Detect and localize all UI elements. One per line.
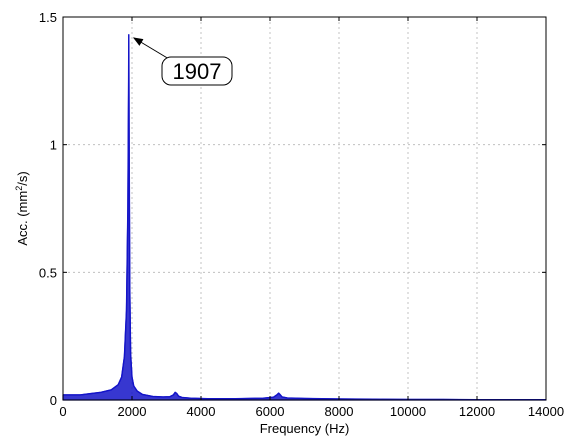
x-tick-label: 0 bbox=[59, 404, 66, 419]
y-axis-label-tail: /s) bbox=[15, 171, 30, 185]
x-tick-label: 12000 bbox=[459, 404, 495, 419]
y-axis-label-superscript: 2 bbox=[14, 186, 24, 191]
tick-marks bbox=[62, 16, 547, 401]
x-tick-label: 8000 bbox=[325, 404, 354, 419]
y-tick-labels: 0 0.5 1 1.5 bbox=[39, 10, 57, 408]
y-tick-label: 0 bbox=[50, 393, 57, 408]
y-axis-label: Acc. (mm2/s) bbox=[14, 171, 30, 245]
y-tick-label: 1 bbox=[50, 138, 57, 153]
plot-area bbox=[62, 34, 547, 401]
annotation-arrow bbox=[132, 37, 170, 60]
annotation-label: 1907 bbox=[173, 59, 222, 84]
y-axis-label-main: Acc. (mm bbox=[15, 191, 30, 246]
axes-box bbox=[62, 16, 547, 401]
x-tick-label: 14000 bbox=[528, 404, 564, 419]
series-area bbox=[62, 34, 547, 401]
y-tick-label: 0.5 bbox=[39, 265, 57, 280]
gridlines bbox=[63, 17, 546, 400]
x-tick-labels: 0 2000 4000 6000 8000 10000 12000 14000 bbox=[59, 404, 564, 419]
x-tick-label: 6000 bbox=[256, 404, 285, 419]
x-tick-label: 4000 bbox=[187, 404, 216, 419]
x-axis-label: Frequency (Hz) bbox=[260, 421, 350, 436]
peak-annotation: 1907 bbox=[132, 37, 233, 86]
series-line bbox=[63, 34, 546, 401]
x-tick-label: 2000 bbox=[118, 404, 147, 419]
y-tick-label: 1.5 bbox=[39, 10, 57, 25]
x-tick-label: 10000 bbox=[390, 404, 426, 419]
annotation-box bbox=[161, 56, 233, 86]
